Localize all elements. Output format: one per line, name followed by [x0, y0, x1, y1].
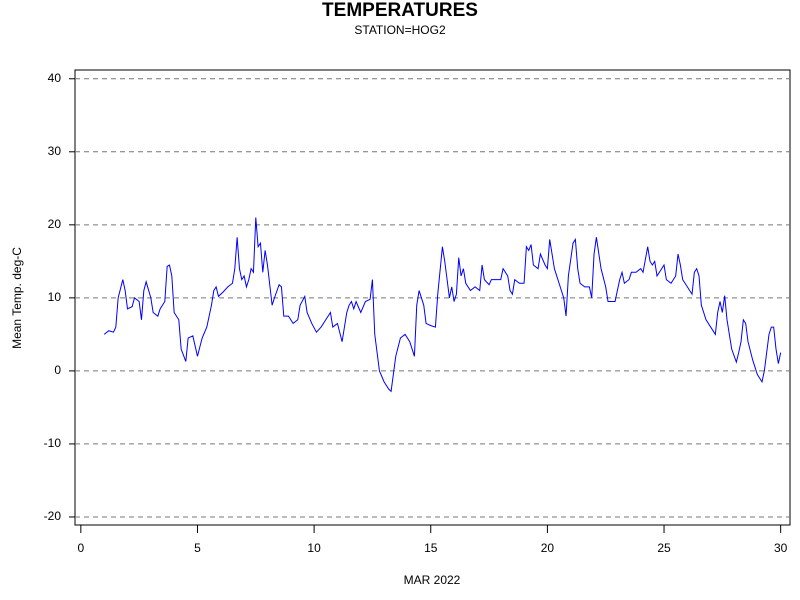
- x-tick-label: 10: [307, 541, 321, 555]
- y-tick-label: 0: [54, 363, 61, 377]
- x-tick-label: 20: [541, 541, 555, 555]
- y-axis-label: Mean Temp. deg-C: [10, 247, 24, 349]
- y-tick-label: -20: [44, 509, 62, 523]
- y-tick-label: 10: [48, 290, 62, 304]
- data-line: [103, 217, 782, 393]
- chart-subtitle: STATION=HOG2: [354, 23, 446, 37]
- y-tick-label: 30: [48, 144, 62, 158]
- x-tick-label: 25: [657, 541, 671, 555]
- x-tick-label: 15: [424, 541, 438, 555]
- chart-title: TEMPERATURES: [322, 0, 478, 21]
- x-tick-label: 0: [77, 541, 84, 555]
- x-axis-label: MAR 2022: [404, 573, 461, 587]
- x-tick-label: 30: [774, 541, 788, 555]
- y-tick-label: -10: [44, 436, 62, 450]
- y-tick-label: 40: [48, 71, 62, 85]
- y-tick-label: 20: [48, 217, 62, 231]
- x-tick-label: 5: [194, 541, 201, 555]
